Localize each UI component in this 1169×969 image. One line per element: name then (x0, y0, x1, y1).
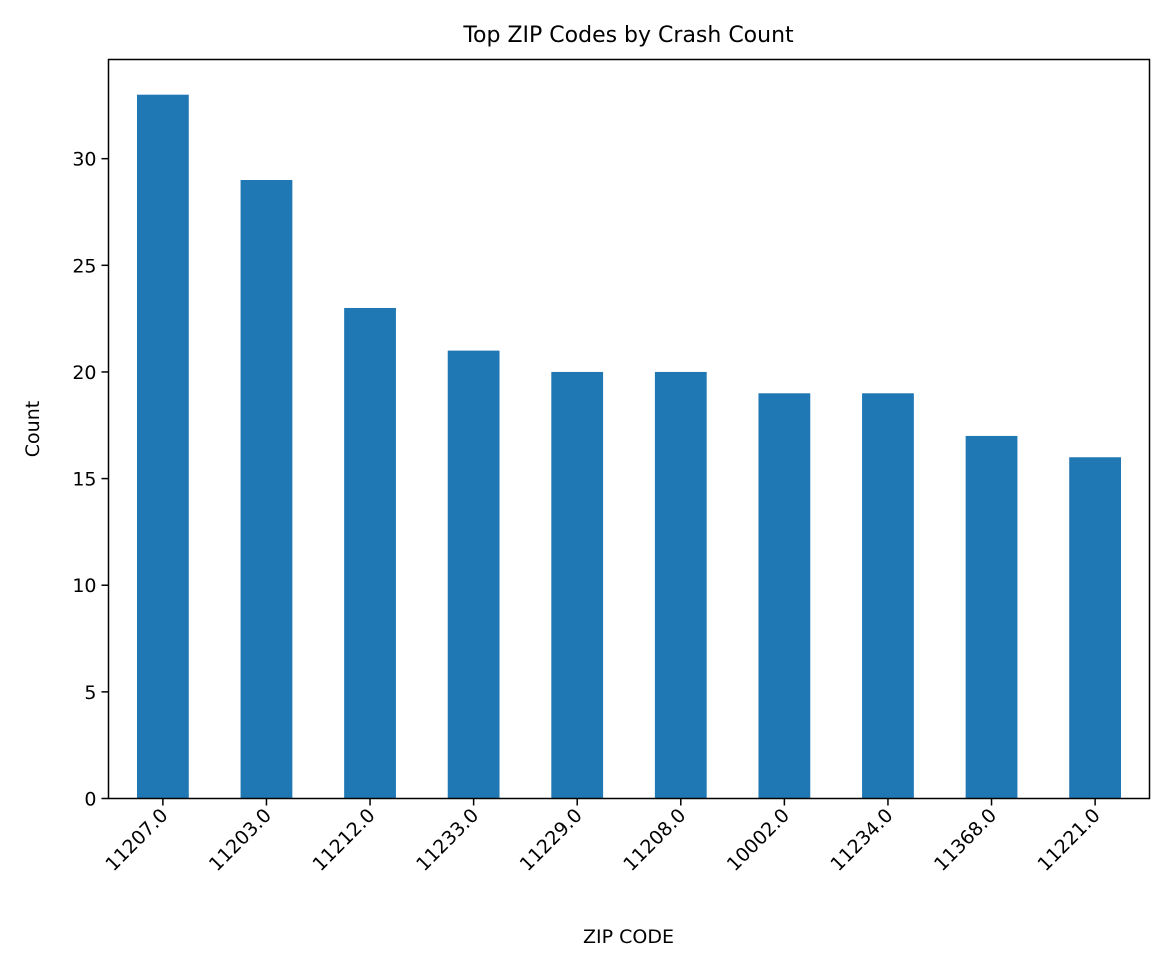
bar-11221.0 (1069, 457, 1122, 799)
plot-frame (107, 58, 1151, 800)
bar-11229.0 (551, 371, 604, 799)
x-tick-label: 11234.0 (826, 804, 897, 875)
x-tick-label: 11229.0 (516, 804, 587, 875)
chart-title: Top ZIP Codes by Crash Count (462, 23, 794, 48)
x-tick-label: 11233.0 (412, 804, 483, 875)
y-tick-label: 0 (84, 789, 96, 811)
bar-11233.0 (447, 350, 500, 799)
bar-11203.0 (240, 180, 293, 799)
y-axis: 0 5 10 15 20 25 30 (72, 149, 109, 811)
x-tick-label: 11203.0 (205, 804, 276, 875)
y-tick-label: 30 (72, 149, 96, 171)
x-axis-label: ZIP CODE (583, 926, 674, 948)
y-tick-label: 10 (72, 575, 96, 597)
bar-11368.0 (965, 435, 1018, 799)
x-tick-label: 11208.0 (619, 804, 690, 875)
x-tick-label: 10002.0 (723, 804, 794, 875)
x-tick-label: 11207.0 (101, 804, 172, 875)
x-tick-label: 11221.0 (1034, 804, 1105, 875)
y-axis-label: Count (22, 401, 44, 457)
bars-group (136, 94, 1122, 799)
x-axis: 11207.0 11203.0 11212.0 11233.0 11229.0 11208… (101, 798, 1105, 876)
bar-11208.0 (654, 371, 707, 799)
bar-11207.0 (136, 94, 189, 799)
bar-10002.0 (758, 393, 811, 799)
y-tick-label: 5 (84, 682, 96, 704)
y-tick-label: 15 (72, 469, 96, 491)
bar-11234.0 (862, 393, 914, 799)
y-tick-label: 25 (72, 255, 96, 277)
x-tick-label: 11368.0 (930, 804, 1001, 875)
y-tick-label: 20 (72, 362, 96, 384)
x-tick-label: 11212.0 (308, 804, 379, 875)
bar-11212.0 (344, 307, 396, 799)
